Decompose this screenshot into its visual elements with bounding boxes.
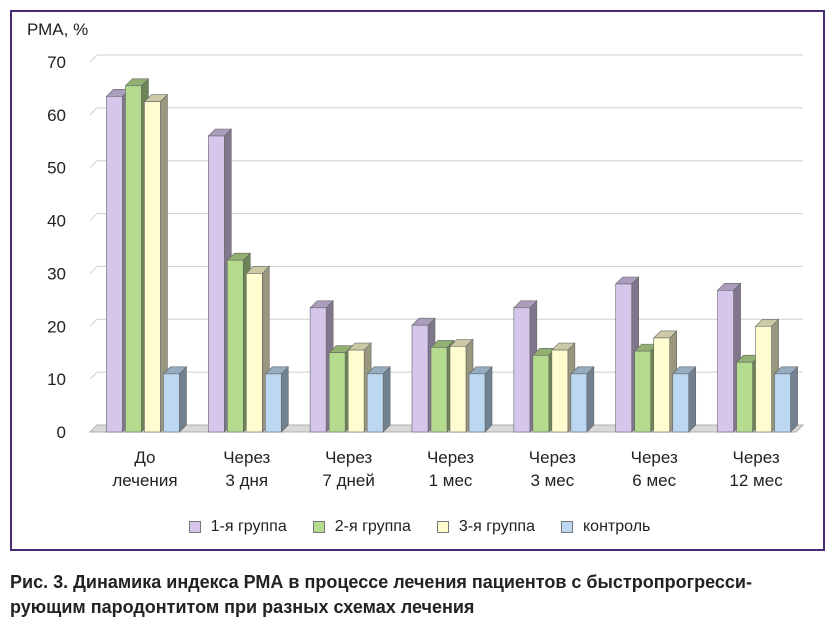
bar-side [688,366,697,433]
legend-item-control: контроль [561,518,650,536]
bar-side [382,366,391,433]
legend-swatch-control [561,521,573,533]
y-tick-label: 60 [47,106,66,125]
bar [672,373,690,433]
bar [411,324,429,433]
legend-item-group-3: 3-я группа [436,518,535,536]
legend-label-group-3: 3-я группа [458,518,535,535]
bar [449,346,467,433]
x-tick-label: 6 мес [632,471,676,490]
legend-label-control: контроль [583,518,651,535]
x-tick-label: 7 дней [322,471,374,490]
legend-label-group-2: 2-я группа [334,518,411,535]
bar [264,373,282,433]
x-tick-label: Через [529,448,576,467]
gridline-diagonal [89,318,98,327]
y-tick-label: 50 [47,159,66,178]
gridline-diagonal [89,107,98,116]
caption-line-2: рующим пародонтитом при разных схемах ле… [10,597,475,617]
bar [468,373,486,433]
x-tick-label: лечения [112,471,177,490]
gridline-diagonal [89,266,98,274]
bar [144,101,161,433]
caption-line-1: Рис. 3. Динамика индекса РМА в процессе … [10,572,752,592]
y-tick-label: 40 [47,212,66,231]
bar-side [790,366,798,433]
bar [615,283,633,433]
y-tick-label: 0 [57,423,66,442]
chart-frame [10,10,825,551]
legend-item-group-1: 1-я группа [188,518,287,536]
bar [717,290,734,433]
chart-plot: 0 10 20 30 40 50 60 70 До лечения Через 3 дня Через 7… [47,53,805,490]
legend-swatch-group-2 [312,521,325,533]
gridline-diagonal [89,160,98,169]
gridline-diagonal [89,54,98,63]
bar [653,337,671,433]
bar-side [484,366,493,433]
legend-swatch-group-3 [436,521,449,533]
y-axis-label: РМА, % [27,20,89,39]
bar [736,361,753,433]
y-tick-label: 70 [47,53,66,72]
x-tick-label: Через [223,448,270,467]
legend: 1-я группа 2-я группа 3-я группа контрол… [0,518,839,536]
bar [106,96,123,433]
x-tick-label: 3 дня [225,471,268,490]
y-tick-label: 20 [47,317,66,336]
x-tick-label: Через [631,448,678,467]
bar [774,373,791,433]
bar [347,349,365,433]
x-tick-label: 12 мес [729,471,783,490]
bar [532,355,550,433]
legend-label-group-1: 1-я группа [210,518,287,535]
legend-item-group-2: 2-я группа [312,518,411,536]
x-tick-label: Через [325,448,372,467]
bar [163,373,180,433]
bar [430,347,448,433]
bar [755,325,772,433]
bar [328,352,346,433]
x-tick-label: Через [427,448,474,467]
bar-side [586,366,595,433]
y-tick-label: 30 [47,264,66,283]
bar [207,135,225,433]
bar [366,373,384,433]
bar [226,259,244,433]
legend-swatch-group-1 [188,521,201,533]
bar [245,273,263,433]
y-tick-label: 10 [47,370,66,389]
bar [513,307,531,433]
bar-side [179,366,187,433]
gridline-diagonal [89,213,98,221]
gridline-diagonal [89,371,98,380]
bar [551,349,569,433]
x-tick-label: 3 мес [530,471,574,490]
bar [570,373,588,433]
bar [309,307,327,433]
x-tick-label: До [134,448,155,467]
x-tick-label: 1 мес [429,471,473,490]
figure-caption: Рис. 3. Динамика индекса РМА в процессе … [10,570,830,620]
bar-side [280,366,289,433]
bar [125,85,142,433]
x-tick-label: Через [733,448,780,467]
bar [634,350,652,433]
